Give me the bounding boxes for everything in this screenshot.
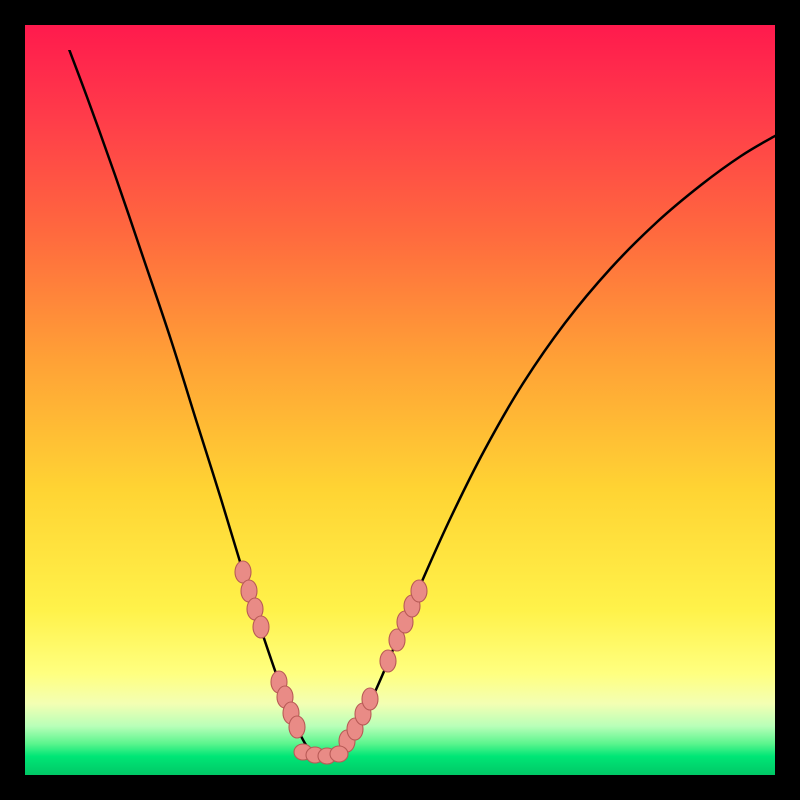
gradient-background [25,25,775,775]
marker-bottom-3 [330,746,348,762]
bottleneck-chart [0,0,800,800]
marker-left-lower-3 [289,716,305,738]
marker-left-upper-3 [253,616,269,638]
marker-right-upper-0 [380,650,396,672]
chart-frame: TheBottleneck.com [0,0,800,800]
marker-right-upper-4 [411,580,427,602]
marker-right-lower-3 [362,688,378,710]
